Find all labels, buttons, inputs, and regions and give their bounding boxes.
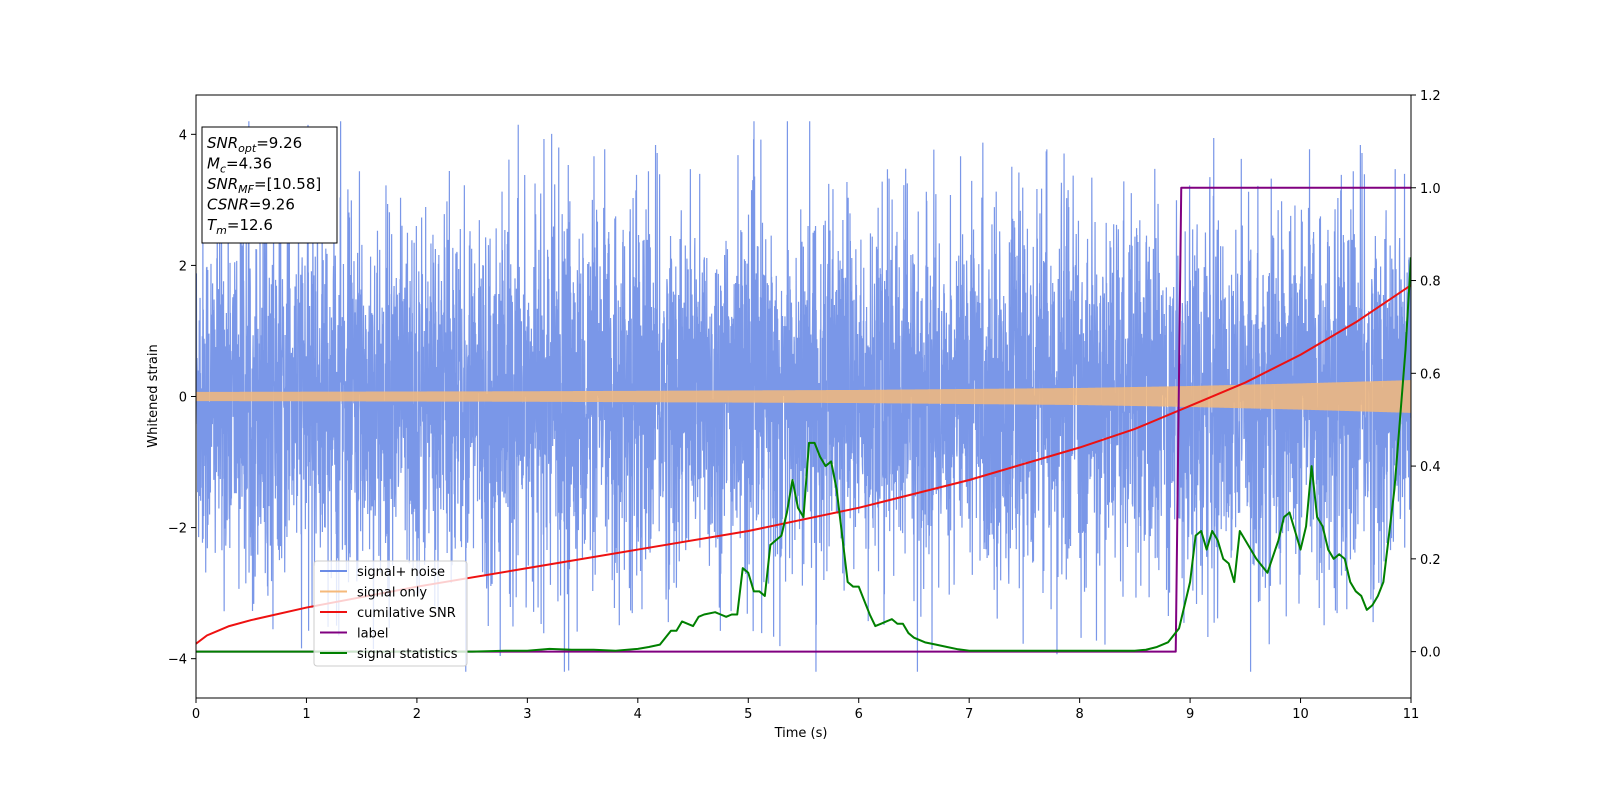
info-subscript: MF [238, 183, 254, 196]
x-tick-label: 9 [1186, 707, 1194, 722]
info-subscript: c [220, 163, 226, 176]
info-line: CSNR=9.26 [207, 196, 295, 214]
y-axis-label: Whitened strain [146, 344, 161, 447]
y-right-tick-label: 0.0 [1420, 646, 1441, 661]
legend-label: signal+ noise [357, 565, 445, 580]
info-value: =[10.58] [254, 175, 321, 193]
info-line: SNRopt=9.26 [207, 134, 302, 155]
x-axis-label: Time (s) [774, 726, 828, 741]
y-right-tick-label: 1.2 [1420, 89, 1441, 104]
y-right-tick-label: 1.0 [1420, 182, 1441, 197]
info-box-frame [201, 126, 338, 244]
info-box: SNRopt=9.26Mc=4.36SNRMF=[10.58]CSNR=9.26… [201, 126, 338, 244]
info-symbol: SNR [207, 134, 238, 152]
info-line: SNRMF=[10.58] [207, 175, 321, 196]
y-right-tick-label: 0.4 [1420, 460, 1441, 475]
info-symbol: T [207, 216, 218, 234]
x-tick-label: 5 [744, 707, 752, 722]
y-left-tick-label: −2 [168, 522, 187, 537]
legend-label: cumilative SNR [357, 606, 456, 621]
x-tick-label: 11 [1403, 707, 1420, 722]
y-right-tick-label: 0.8 [1420, 275, 1441, 290]
info-value: =12.6 [227, 216, 273, 234]
x-tick-label: 7 [965, 707, 973, 722]
x-tick-label: 10 [1292, 707, 1309, 722]
info-symbol: SNR [207, 175, 238, 193]
series-cumilative-snr [196, 284, 1411, 645]
series-signal-statistics [196, 257, 1411, 653]
legend-label: signal statistics [357, 647, 458, 662]
series-label [196, 186, 1411, 653]
info-value: =4.36 [226, 155, 272, 173]
info-symbol: CSNR [207, 196, 249, 214]
info-subscript: m [216, 224, 227, 237]
x-tick-label: 6 [855, 707, 863, 722]
legend-label: label [357, 627, 388, 642]
x-tick-label: 4 [634, 707, 642, 722]
y-left-tick-label: 4 [179, 128, 187, 143]
y-right-tick-label: 0.6 [1420, 367, 1441, 382]
x-tick-label: 0 [192, 707, 200, 722]
info-line: Tm=12.6 [207, 216, 273, 237]
y-left-tick-label: −4 [168, 653, 187, 668]
x-tick-label: 2 [413, 707, 421, 722]
y-left-tick-label: 2 [179, 259, 187, 274]
y-axis-right: 0.0 0.2 0.4 0.6 0.8 1.0 1.2 [1411, 89, 1441, 661]
legend-frame [313, 560, 468, 667]
series-signal-only [196, 380, 1411, 413]
info-symbol: M [207, 155, 220, 173]
legend-label: signal only [357, 586, 427, 601]
info-subscript: opt [238, 142, 257, 155]
x-tick-label: 1 [302, 707, 310, 722]
legend: signal+ noise signal only cumilative SNR la… [313, 560, 468, 667]
info-value: =9.26 [256, 134, 302, 152]
series-signal-noise [196, 121, 1411, 672]
y-right-tick-label: 0.2 [1420, 553, 1441, 568]
x-tick-label: 8 [1075, 707, 1083, 722]
info-value: =9.26 [249, 196, 295, 214]
x-axis: 0 1 2 3 4 5 6 7 8 9 10 11 [192, 698, 1419, 722]
y-left-tick-label: 0 [179, 391, 187, 406]
x-tick-label: 3 [523, 707, 531, 722]
y-axis-left: −4 −2 0 2 4 [168, 128, 196, 668]
plot-area [196, 121, 1411, 672]
info-line: Mc=4.36 [207, 155, 272, 176]
